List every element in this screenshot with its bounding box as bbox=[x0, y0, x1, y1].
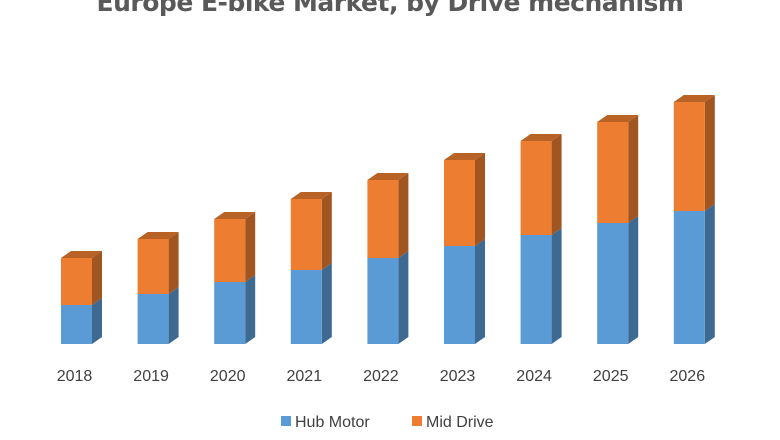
bar-mid-drive-2020 bbox=[214, 219, 246, 282]
bar-top-mid-drive-2024 bbox=[520, 134, 562, 141]
x-tick-label: 2019 bbox=[133, 368, 169, 385]
legend-label: Mid Drive bbox=[426, 414, 494, 431]
x-tick-label: 2024 bbox=[516, 368, 552, 385]
bar-hub-motor-2019 bbox=[137, 294, 169, 344]
bar-side-hub-motor-2023 bbox=[475, 239, 485, 344]
bar-side-hub-motor-2025 bbox=[628, 216, 639, 344]
chart-title: Europe E-bike Market, by Drive mechanism bbox=[96, 0, 684, 17]
x-tick-label: 2022 bbox=[363, 368, 399, 385]
bar-mid-drive-2021 bbox=[290, 199, 322, 270]
bar-side-mid-drive-2024 bbox=[551, 134, 562, 235]
x-tick-label: 2026 bbox=[670, 368, 706, 385]
bar-top-mid-drive-2025 bbox=[597, 115, 639, 122]
bar-mid-drive-2018 bbox=[61, 258, 92, 305]
bar-hub-motor-2022 bbox=[367, 258, 399, 344]
bar-hub-motor-2021 bbox=[290, 270, 322, 344]
bar-top-mid-drive-2023 bbox=[444, 153, 485, 160]
x-tick-label: 2018 bbox=[57, 368, 93, 385]
bar-side-mid-drive-2023 bbox=[475, 153, 485, 246]
bar-mid-drive-2019 bbox=[137, 239, 169, 294]
bar-side-mid-drive-2021 bbox=[321, 192, 332, 270]
bar-side-hub-motor-2019 bbox=[168, 287, 179, 344]
bar-top-mid-drive-2026 bbox=[673, 95, 715, 102]
bar-mid-drive-2023 bbox=[444, 160, 475, 246]
bar-side-hub-motor-2024 bbox=[551, 228, 562, 344]
bar-side-mid-drive-2018 bbox=[92, 251, 102, 305]
bar-hub-motor-2023 bbox=[444, 246, 475, 344]
bar-side-mid-drive-2026 bbox=[704, 95, 715, 211]
bar-side-hub-motor-2018 bbox=[92, 298, 102, 344]
bar-top-mid-drive-2021 bbox=[290, 192, 332, 199]
bar-side-mid-drive-2019 bbox=[168, 232, 179, 294]
bar-hub-motor-2026 bbox=[673, 211, 705, 344]
bar-hub-motor-2025 bbox=[597, 223, 629, 344]
bar-hub-motor-2018 bbox=[61, 305, 92, 344]
bar-hub-motor-2024 bbox=[520, 235, 552, 344]
legend-swatch bbox=[281, 416, 291, 426]
x-tick-label: 2020 bbox=[210, 368, 246, 385]
x-tick-label: 2023 bbox=[440, 368, 476, 385]
legend-label: Hub Motor bbox=[295, 414, 370, 431]
bar-side-hub-motor-2020 bbox=[245, 275, 256, 344]
bar-side-mid-drive-2022 bbox=[398, 173, 409, 258]
bar-side-hub-motor-2022 bbox=[398, 251, 409, 344]
bar-mid-drive-2025 bbox=[597, 122, 629, 223]
x-tick-label: 2025 bbox=[593, 368, 629, 385]
legend-swatch bbox=[412, 416, 422, 426]
bar-top-mid-drive-2018 bbox=[61, 251, 102, 258]
bar-side-hub-motor-2021 bbox=[321, 263, 332, 344]
bar-top-mid-drive-2019 bbox=[137, 232, 179, 239]
bar-mid-drive-2026 bbox=[673, 102, 705, 211]
bar-side-mid-drive-2025 bbox=[628, 115, 639, 223]
bar-side-mid-drive-2020 bbox=[245, 212, 256, 282]
bar-top-mid-drive-2022 bbox=[367, 173, 409, 180]
bar-mid-drive-2022 bbox=[367, 180, 399, 258]
bar-mid-drive-2024 bbox=[520, 141, 552, 235]
x-tick-label: 2021 bbox=[287, 368, 323, 385]
bar-top-mid-drive-2020 bbox=[214, 212, 256, 219]
bar-side-hub-motor-2026 bbox=[704, 204, 715, 344]
bar-hub-motor-2020 bbox=[214, 282, 246, 344]
